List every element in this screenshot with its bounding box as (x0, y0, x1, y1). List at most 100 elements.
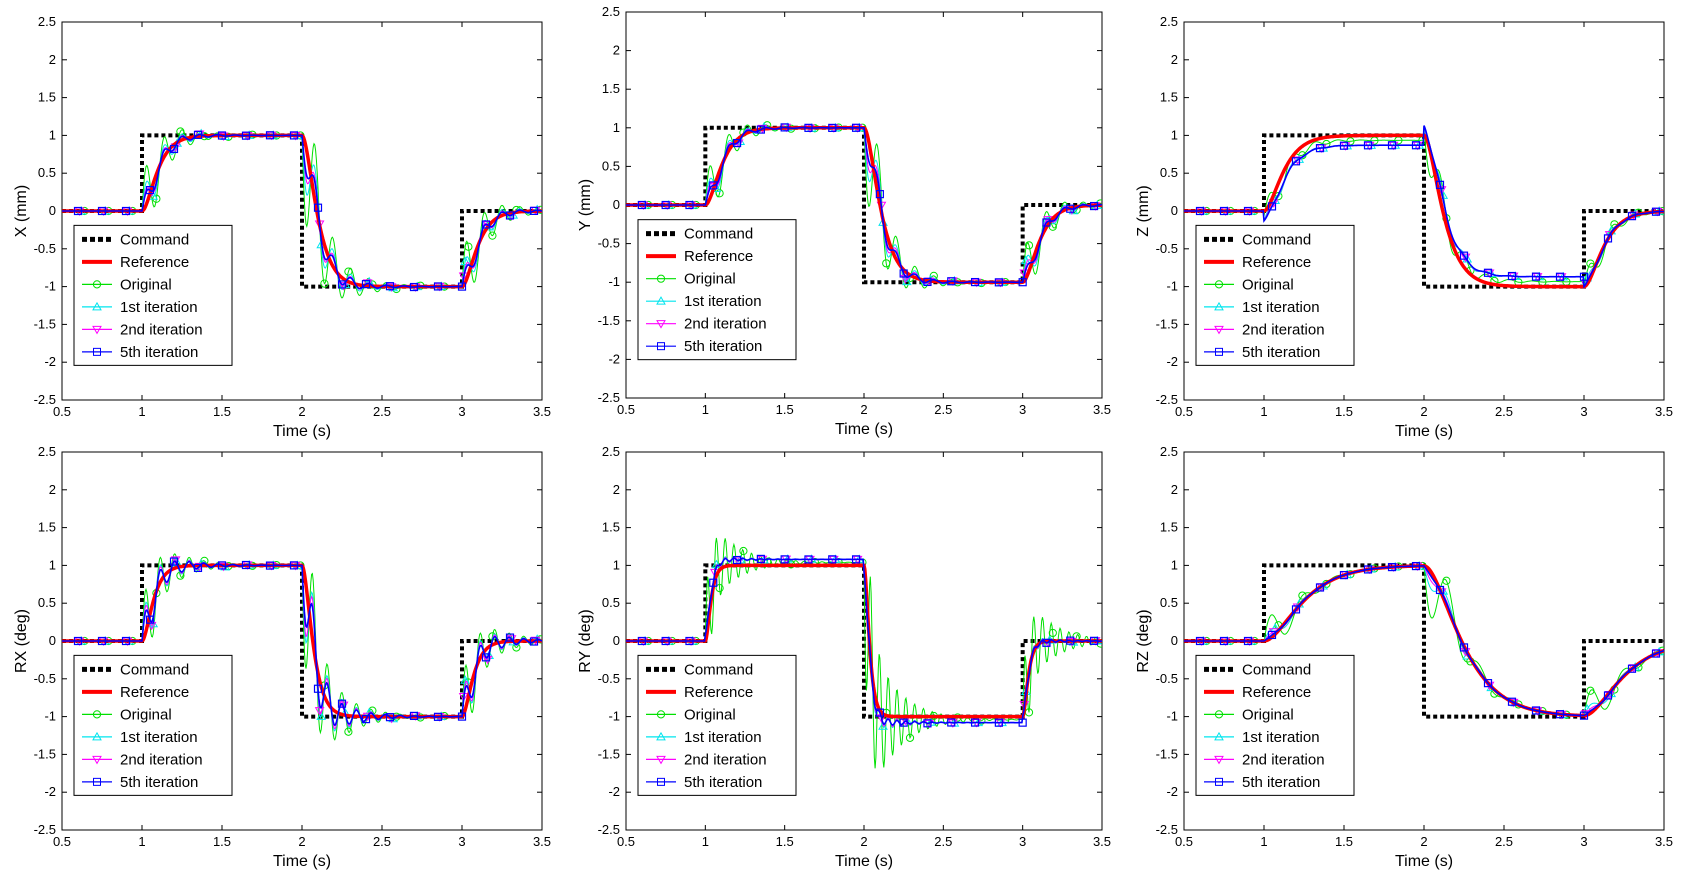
y-tick-label: 0.5 (602, 158, 620, 173)
marker-5th-iteration (1555, 272, 1565, 281)
x-tick-label: 1.5 (213, 404, 231, 419)
marker-5th-iteration (1339, 571, 1349, 580)
legend-label: Command (1242, 661, 1311, 678)
y-tick-label: -0.5 (34, 671, 56, 686)
marker-2nd-iteration (458, 272, 469, 282)
x-tick-label: 3.5 (1093, 834, 1111, 849)
marker-5th-iteration (385, 282, 395, 291)
marker-5th-iteration (1387, 562, 1397, 572)
marker-5th-iteration (433, 282, 443, 291)
x-tick-label: 1.5 (213, 834, 231, 849)
legend-label: 5th iteration (120, 344, 198, 361)
marker-5th-iteration (1579, 272, 1589, 281)
x-tick-label: 1 (1260, 834, 1267, 849)
marker-original (1586, 259, 1595, 268)
y-tick-label: -2 (1166, 354, 1178, 369)
marker-5th-iteration (121, 636, 131, 646)
legend-marker (1214, 710, 1224, 719)
y-tick-label: 1 (49, 127, 56, 142)
legend-label: Command (684, 661, 753, 678)
x-tick-label: 0.5 (617, 402, 635, 417)
subplot-rx: 0.5 1 1.5 2 2.5 3 3.5 -2.5 -2 -1.5 -1 -0.5 0 0.5 1 1.5 2… (13, 444, 551, 870)
marker-5th-iteration (1042, 218, 1051, 227)
marker-5th-iteration (1435, 180, 1445, 189)
marker-1st-iteration (460, 256, 471, 266)
legend-label: 1st iteration (684, 293, 762, 310)
y-tick-label: -1.5 (598, 313, 620, 328)
legend-marker (1214, 301, 1224, 311)
x-tick-label: 3.5 (533, 834, 551, 849)
marker-5th-iteration (1555, 710, 1565, 719)
marker-5th-iteration (1291, 157, 1301, 166)
series-5th-iteration-line (626, 126, 1102, 284)
legend-marker (93, 347, 101, 356)
y-tick-label: -2 (608, 784, 620, 799)
marker-original (344, 727, 353, 736)
x-tick-label: 1 (138, 404, 145, 419)
x-tick-label: 3.5 (1093, 402, 1111, 417)
legend-box (73, 654, 233, 796)
marker-5th-iteration (1387, 141, 1397, 150)
legend-box (1195, 654, 1355, 796)
y-tick-label: 2.5 (38, 14, 56, 29)
y-tick-label: -2 (608, 351, 620, 366)
x-tick-label: 1 (138, 834, 145, 849)
marker-5th-iteration (685, 200, 694, 210)
marker-5th-iteration (709, 578, 718, 587)
marker-5th-iteration (529, 637, 539, 646)
marker-5th-iteration (241, 560, 251, 570)
y-tick-label: -1.5 (34, 746, 56, 761)
y-tick-label: 0.5 (38, 595, 56, 610)
legend-label: Command (120, 231, 189, 248)
y-tick-label: -2.5 (34, 392, 56, 407)
x-tick-label: 3.5 (1655, 404, 1673, 419)
x-tick-label: 3 (1580, 404, 1587, 419)
marker-5th-iteration (923, 719, 932, 728)
x-tick-label: 3.5 (1655, 834, 1673, 849)
x-tick-label: 0.5 (1175, 404, 1193, 419)
x-tick-label: 0.5 (53, 404, 71, 419)
y-tick-label: 1.5 (38, 90, 56, 105)
legend-label: Reference (684, 684, 753, 701)
y-tick-label: 0 (49, 203, 56, 218)
marker-5th-iteration (1339, 141, 1349, 150)
marker-5th-iteration (661, 200, 670, 210)
y-tick-label: 1 (49, 557, 56, 572)
marker-5th-iteration (1066, 636, 1075, 645)
marker-5th-iteration (804, 123, 813, 132)
legend-label: 1st iteration (684, 729, 762, 746)
legend-box (637, 219, 797, 361)
marker-5th-iteration (828, 123, 837, 132)
y-tick-label: 1 (613, 557, 620, 572)
y-tick-label: -1 (1166, 709, 1178, 724)
x-tick-label: 1.5 (1335, 404, 1353, 419)
x-tick-label: 3.5 (533, 404, 551, 419)
marker-5th-iteration (899, 718, 908, 727)
marker-5th-iteration (1411, 561, 1421, 571)
marker-5th-iteration (875, 708, 884, 717)
legend-label: 1st iteration (120, 299, 198, 316)
y-tick-label: 2.5 (1160, 444, 1178, 459)
x-tick-label: 2.5 (934, 834, 952, 849)
y-tick-label: 1.5 (1160, 520, 1178, 535)
marker-5th-iteration (1483, 679, 1493, 688)
series-command-line (626, 125, 1102, 285)
marker-5th-iteration (1363, 565, 1373, 574)
marker-5th-iteration (1219, 636, 1229, 646)
x-tick-label: 1.5 (776, 402, 794, 417)
marker-5th-iteration (1483, 268, 1493, 277)
legend-marker (92, 325, 102, 335)
x-tick-label: 3 (458, 834, 465, 849)
legend-label: Original (684, 706, 736, 723)
marker-5th-iteration (970, 277, 980, 287)
marker-5th-iteration (923, 277, 932, 287)
y-tick-label: -1 (1166, 279, 1178, 294)
marker-5th-iteration (732, 555, 742, 565)
x-tick-label: 1 (702, 402, 709, 417)
y-axis-label: Y (mm) (577, 179, 594, 231)
marker-5th-iteration (217, 131, 227, 140)
y-tick-label: 0.5 (602, 595, 620, 610)
y-tick-label: -2.5 (1156, 392, 1178, 407)
marker-1st-iteration (1068, 205, 1079, 215)
marker-5th-iteration (685, 636, 694, 646)
